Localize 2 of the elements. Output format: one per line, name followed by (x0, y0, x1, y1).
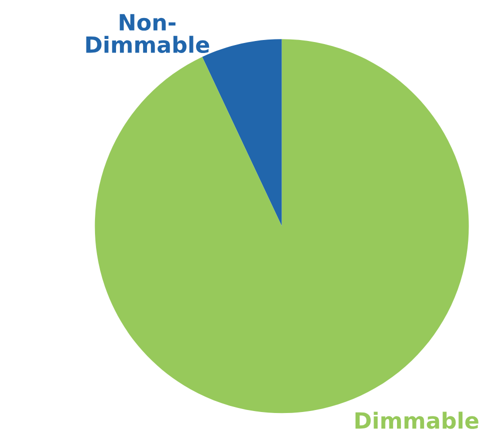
slice-label: Non- Dimmable (86, 14, 210, 54)
slice-label: Dimmable (356, 412, 478, 429)
